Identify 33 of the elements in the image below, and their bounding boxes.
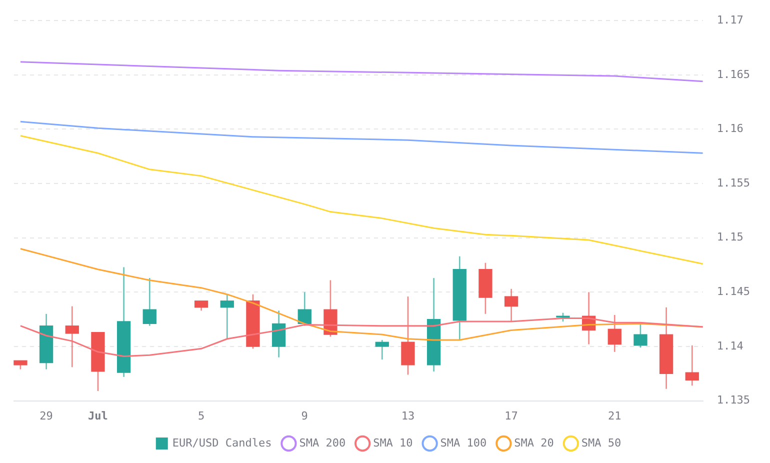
- y-tick-label: 1.145: [716, 285, 750, 298]
- candlestick: [194, 300, 208, 312]
- candlestick: [634, 323, 648, 348]
- x-tick-label: 17: [504, 409, 518, 422]
- candlestick: [608, 314, 622, 353]
- candlestick: [685, 344, 699, 386]
- y-tick-label: 1.155: [716, 176, 750, 190]
- legend-label: SMA 100: [440, 436, 487, 450]
- candlestick: [401, 296, 415, 376]
- x-tick-label: 9: [301, 409, 308, 422]
- x-tick-label: 5: [198, 409, 205, 422]
- y-tick-label: 1.15: [716, 230, 744, 244]
- legend-label: SMA 20: [514, 436, 554, 450]
- y-tick-label: 1.165: [716, 68, 750, 81]
- candlestick: [65, 306, 79, 368]
- x-tick-label: 13: [401, 409, 415, 422]
- legend-label: SMA 10: [373, 436, 413, 450]
- y-tick-label: 1.17: [716, 13, 744, 26]
- y-tick-label: 1.14: [716, 339, 744, 352]
- candlestick: [504, 288, 518, 322]
- x-tick-label: Jul: [88, 409, 108, 422]
- candlestick: [220, 294, 234, 340]
- candlestick: [375, 339, 389, 360]
- candlestick: [272, 310, 286, 358]
- legend-label: SMA 50: [581, 436, 622, 450]
- x-tick-label: 21: [608, 409, 622, 422]
- x-tick-label: 29: [40, 409, 53, 422]
- legend-label: SMA 200: [299, 436, 346, 450]
- candlestick: [298, 292, 312, 326]
- legend-label: EUR/USD Candles: [172, 436, 272, 450]
- candlestick: [142, 277, 156, 326]
- y-tick-label: 1.16: [716, 122, 744, 136]
- y-tick-label: 1.135: [716, 394, 750, 407]
